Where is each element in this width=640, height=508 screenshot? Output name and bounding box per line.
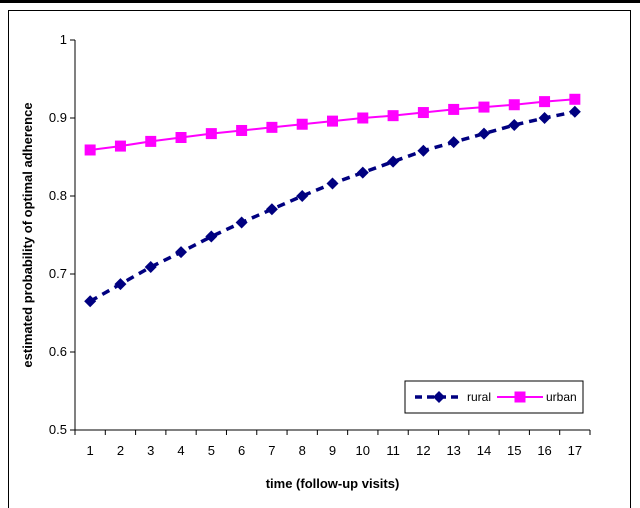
y-tick-label: 0.5 (49, 422, 67, 437)
x-tick-label: 9 (329, 443, 336, 458)
rural-point (326, 177, 339, 190)
rural-point (417, 144, 430, 157)
x-tick-label: 8 (299, 443, 306, 458)
x-tick-label: 14 (477, 443, 491, 458)
rural-point (84, 295, 97, 308)
legend-label-urban: urban (546, 390, 577, 404)
y-tick-label: 1 (60, 32, 67, 47)
y-axis-title: estimated probability of optimal adheren… (20, 102, 35, 367)
urban-point (539, 96, 551, 108)
x-tick-label: 3 (147, 443, 154, 458)
rural-point (568, 105, 581, 118)
x-axis-ticks: 1 2 3 4 5 6 7 8 9 10 11 12 13 14 15 16 17 (74, 430, 591, 458)
top-border (0, 0, 640, 3)
rural-point (235, 216, 248, 229)
urban-point (84, 144, 96, 156)
series-rural (84, 105, 581, 308)
urban-point (327, 115, 338, 127)
x-tick-label: 16 (537, 443, 551, 458)
legend-items: rural urban (415, 390, 577, 404)
legend-label-rural: rural (467, 390, 491, 404)
urban-point (478, 101, 490, 113)
rural-point (387, 155, 400, 168)
urban-point (357, 112, 369, 124)
y-tick-label: 0.9 (49, 110, 67, 125)
x-tick-label: 15 (507, 443, 521, 458)
rural-point (296, 190, 309, 202)
x-tick-label: 12 (416, 443, 430, 458)
x-axis-title: time (follow-up visits) (266, 476, 400, 491)
x-tick-label: 2 (117, 443, 124, 458)
urban-point (145, 135, 157, 147)
urban-point (175, 132, 187, 143)
y-tick-label: 0.7 (49, 266, 67, 281)
rural-point (265, 203, 278, 216)
x-tick-label: 5 (208, 443, 215, 458)
urban-point (387, 110, 399, 122)
legend: rural urban (404, 380, 584, 414)
legend-marker-rural (433, 391, 445, 403)
urban-point (266, 121, 278, 133)
rural-point (508, 119, 521, 132)
y-tick-label: 0.8 (49, 188, 67, 203)
x-tick-label: 6 (238, 443, 245, 458)
rural-point (356, 166, 369, 179)
inner-top-border (8, 10, 631, 11)
right-border (630, 10, 631, 508)
left-border (8, 10, 9, 508)
legend-marker-urban (514, 391, 526, 403)
urban-point (205, 128, 217, 140)
series-urban (84, 93, 581, 156)
urban-point (508, 99, 520, 111)
legend-item-rural: rural (415, 390, 491, 404)
rural-point (477, 127, 490, 140)
rural-point (175, 246, 188, 259)
rural-point (538, 112, 551, 124)
urban-point (296, 118, 308, 130)
x-tick-label: 17 (568, 443, 582, 458)
urban-point (236, 124, 248, 136)
axes (74, 40, 590, 431)
rural-point (114, 278, 127, 291)
x-tick-label: 4 (177, 443, 184, 458)
urban-point (569, 93, 581, 105)
x-tick-label: 1 (87, 443, 94, 458)
x-tick-label: 11 (386, 443, 400, 458)
y-tick-label: 0.6 (49, 344, 67, 359)
x-tick-label: 7 (268, 443, 275, 458)
x-tick-label: 10 (356, 443, 370, 458)
rural-point (144, 260, 157, 273)
urban-point (114, 140, 126, 152)
legend-item-urban: urban (497, 390, 577, 404)
rural-point (447, 136, 460, 149)
rural-point (205, 230, 218, 243)
urban-point (417, 107, 429, 119)
urban-point (448, 103, 460, 115)
series-layer (84, 93, 581, 308)
y-axis-ticks: 0.5 0.6 0.7 0.8 0.9 1 (49, 32, 75, 437)
x-tick-label: 13 (446, 443, 460, 458)
